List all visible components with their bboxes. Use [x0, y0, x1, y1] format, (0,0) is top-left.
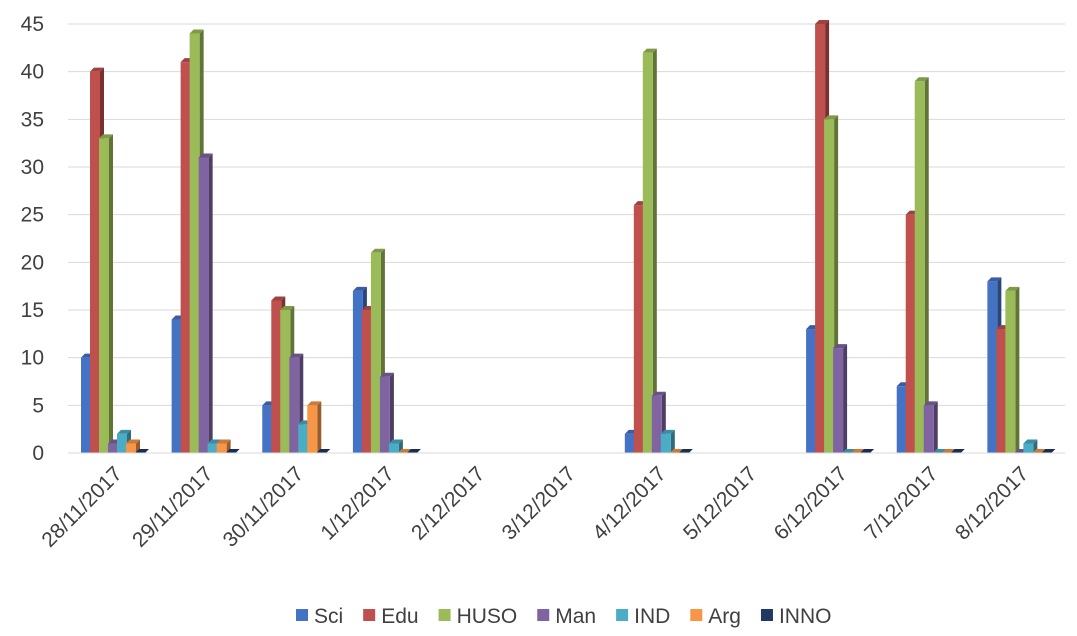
legend-item-arg: Arg: [690, 605, 741, 628]
legend-swatch: [363, 609, 376, 621]
x-tick-label: 3/12/2017: [498, 462, 580, 544]
x-tick-label: 8/12/2017: [951, 462, 1033, 544]
x-axis-tick-labels: 28/11/2017 29/11/2017 30/11/2017 1/12/2017 2…: [37, 462, 1033, 551]
legend-label: IND: [634, 605, 670, 628]
legend-label: Man: [555, 605, 596, 628]
bar-inno-1: [225, 449, 240, 453]
legend-item-huso: HUSO: [438, 605, 518, 628]
x-tick-label: 7/12/2017: [860, 462, 942, 544]
legend-label: Edu: [381, 605, 418, 628]
gridlines: [68, 23, 1065, 454]
y-tick-label: 15: [21, 299, 44, 322]
y-tick-label: 5: [32, 394, 44, 417]
x-tick-label: 28/11/2017: [37, 462, 126, 551]
legend-label: HUSO: [457, 605, 518, 628]
bar-arg-2: [307, 401, 322, 453]
bar-inno-0: [135, 449, 149, 453]
y-tick-label: 0: [32, 442, 44, 465]
bars: [81, 20, 1056, 454]
bar-inno-6: [678, 449, 693, 453]
legend-label: Arg: [708, 605, 741, 628]
x-tick-label: 6/12/2017: [770, 462, 852, 544]
bar-huso-10: [1005, 286, 1020, 453]
legend-item-sci: Sci: [296, 605, 343, 628]
legend-swatch: [438, 609, 451, 621]
y-tick-label: 45: [21, 13, 44, 36]
legend-item-inno: INNO: [760, 605, 832, 628]
bar-inno-2: [316, 449, 331, 453]
bar-huso-6: [642, 48, 657, 453]
x-tick-label: 1/12/2017: [316, 462, 398, 544]
x-tick-label: 29/11/2017: [128, 462, 217, 551]
bar-man-3: [379, 372, 394, 453]
bar-arg-0: [126, 439, 140, 453]
legend-swatch: [616, 609, 629, 621]
y-tick-label: 35: [21, 108, 44, 131]
y-tick-label: 40: [21, 61, 44, 84]
legend-swatch: [690, 609, 703, 621]
x-tick-label: 5/12/2017: [679, 462, 761, 544]
bar-man-1: [198, 153, 213, 453]
legend-item-edu: Edu: [363, 605, 419, 628]
legend-swatch: [760, 609, 773, 621]
bar-inno-10: [1041, 449, 1056, 453]
legend: Sci Edu HUSO Man IND Arg INNO: [296, 605, 831, 628]
y-tick-label: 30: [21, 156, 44, 179]
legend-label: INNO: [779, 605, 832, 628]
bar-inno-3: [406, 449, 421, 453]
x-tick-label: 4/12/2017: [588, 462, 670, 544]
bar-man-9: [923, 401, 938, 453]
bar-inno-8: [860, 449, 875, 453]
y-tick-label: 20: [21, 251, 44, 274]
y-tick-label: 10: [21, 347, 44, 370]
bar-huso-0: [99, 134, 113, 453]
bar-ind-6: [660, 429, 675, 453]
y-axis-tick-labels: 0 5 10 15 20 25 30 35 40 45: [21, 13, 44, 465]
legend-swatch: [296, 609, 308, 621]
legend-swatch: [537, 609, 550, 621]
legend-item-ind: IND: [616, 605, 670, 628]
bar-huso-9: [914, 77, 929, 453]
legend-item-man: Man: [537, 605, 596, 628]
x-tick-label: 30/11/2017: [219, 462, 308, 551]
bar-inno-9: [950, 449, 965, 453]
y-tick-label: 25: [21, 204, 44, 227]
legend-label: Sci: [314, 605, 343, 628]
bar-man-8: [833, 344, 848, 453]
x-tick-label: 2/12/2017: [407, 462, 489, 544]
